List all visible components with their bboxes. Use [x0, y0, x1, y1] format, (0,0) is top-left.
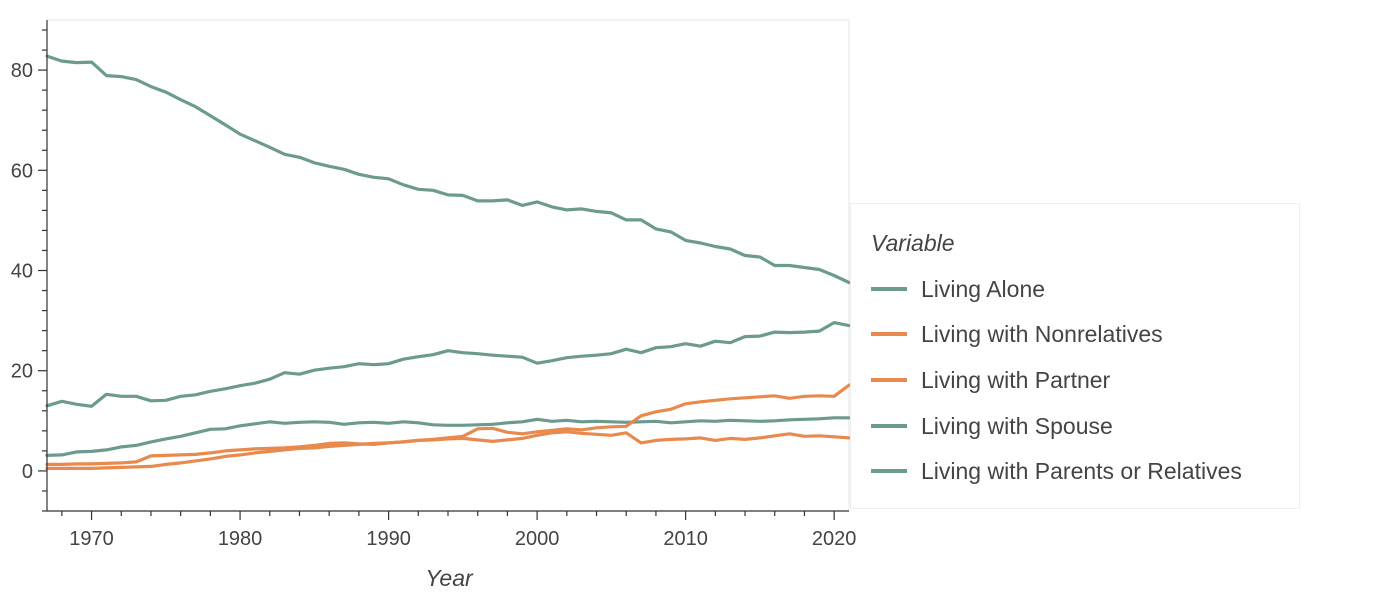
y-tick-label: 60 [11, 160, 33, 182]
y-tick-label: 0 [22, 461, 33, 483]
legend-swatch [871, 469, 907, 473]
legend-swatch [871, 287, 907, 291]
legend-label: Living with Spouse [921, 412, 1113, 439]
axis-layer: 0 20 40 60 80 1970 1980 1990 2000 2010 2020 [11, 20, 857, 550]
x-tick-label: 2020 [812, 528, 857, 550]
x-axis-title: Year [425, 565, 474, 591]
legend-item-living-alone[interactable]: Living Alone [871, 274, 1045, 304]
y-tick-label: 40 [11, 261, 33, 283]
legend-item-living-with-spouse[interactable]: Living with Spouse [871, 411, 1113, 441]
x-tick-label: 1990 [366, 528, 411, 550]
y-tick-label: 80 [11, 60, 33, 82]
legend: Variable Living Alone Living with Nonrel… [850, 203, 1300, 509]
legend-item-living-with-parents-or-relatives[interactable]: Living with Parents or Relatives [871, 456, 1242, 486]
series-line-living-alone [45, 416, 851, 457]
legend-label: Living with Nonrelatives [921, 320, 1163, 347]
legend-item-living-with-nonrelatives[interactable]: Living with Nonrelatives [871, 319, 1163, 349]
legend-item-living-with-partner[interactable]: Living with Partner [871, 365, 1110, 395]
series-layer [45, 54, 851, 470]
legend-swatch [871, 424, 907, 428]
series-line-living-with-spouse [45, 54, 851, 285]
legend-label: Living with Parents or Relatives [921, 457, 1242, 484]
x-tick-label: 2010 [663, 528, 708, 550]
series-line-living-with-parents-or-relatives [45, 321, 851, 408]
legend-label: Living Alone [921, 275, 1046, 302]
x-tick-label: 2000 [515, 528, 560, 550]
legend-label: Living with Partner [921, 366, 1111, 393]
x-tick-label: 1970 [69, 528, 114, 550]
legend-swatch [871, 332, 907, 336]
series-line-living-with-partner [45, 383, 851, 470]
legend-title: Variable [871, 230, 955, 256]
x-tick-label: 1980 [218, 528, 263, 550]
y-tick-label: 20 [11, 361, 33, 383]
legend-swatch [871, 378, 907, 382]
